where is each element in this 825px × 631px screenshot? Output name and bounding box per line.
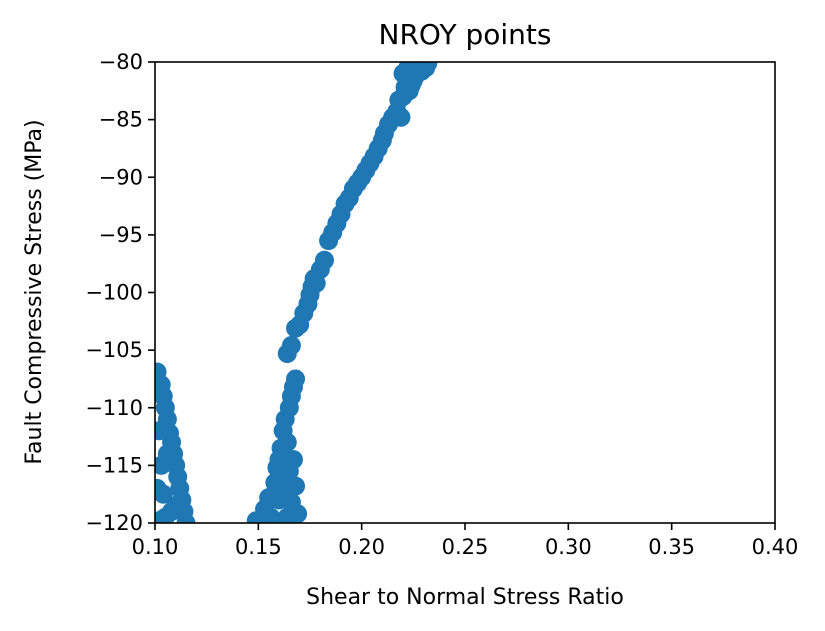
x-tick-label: 0.40 — [752, 535, 799, 559]
chart-title: NROY points — [379, 18, 552, 51]
x-tick-label: 0.25 — [442, 535, 489, 559]
data-point — [281, 336, 301, 356]
data-point — [277, 432, 297, 452]
data-point — [176, 513, 196, 523]
data-point — [155, 511, 169, 523]
data-series — [155, 62, 438, 523]
plot-area: 0.10 0.15 0.20 0.25 0.30 0.35 0.40 −80 −85 −90 −95… — [85, 50, 798, 559]
y-tick-label: −80 — [99, 50, 143, 74]
x-tick-label: 0.15 — [235, 535, 282, 559]
x-axis-label: Shear to Normal Stress Ratio — [306, 585, 624, 610]
data-point — [157, 444, 177, 464]
plot-frame — [154, 61, 776, 524]
data-point — [279, 461, 299, 481]
y-tick-label: −85 — [99, 108, 143, 132]
data-point — [261, 507, 281, 523]
data-point — [314, 250, 334, 270]
y-axis-label: Fault Compressive Stress (MPa) — [22, 119, 47, 464]
data-point — [155, 421, 169, 441]
data-point — [155, 478, 167, 498]
x-tick-label: 0.10 — [132, 535, 179, 559]
y-tick-label: −120 — [85, 511, 143, 535]
data-point — [275, 481, 295, 501]
y-tick-label: −115 — [85, 453, 143, 477]
data-point — [405, 66, 425, 86]
x-tick-label: 0.35 — [648, 535, 695, 559]
y-tick-label: −110 — [85, 396, 143, 420]
y-tick-label: −105 — [85, 338, 143, 362]
y-tick-label: −90 — [99, 165, 143, 189]
x-tick-label: 0.20 — [338, 535, 385, 559]
y-tick-label: −100 — [85, 281, 143, 305]
data-point — [166, 496, 186, 516]
data-point — [286, 369, 306, 389]
data-point — [418, 62, 438, 73]
x-tick-label: 0.30 — [545, 535, 592, 559]
y-tick-label: −95 — [99, 223, 143, 247]
data-point — [391, 107, 411, 127]
